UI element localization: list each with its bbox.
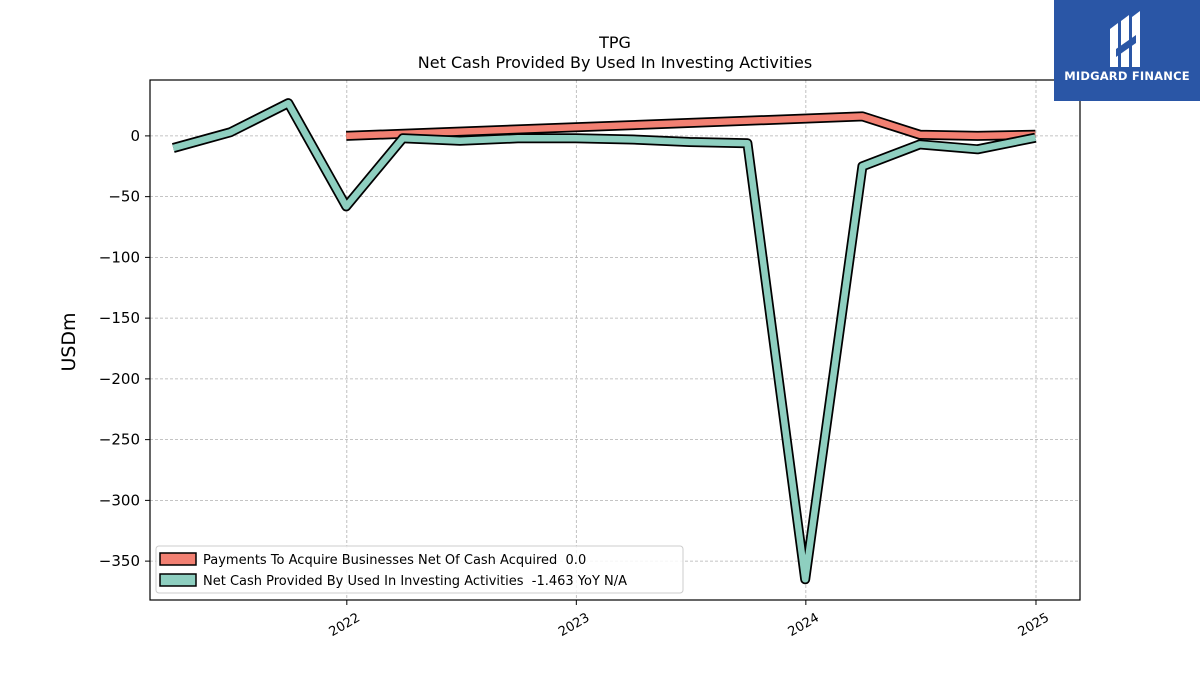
x-tick-label: 2022 (327, 610, 363, 640)
x-tick-label: 2024 (786, 610, 822, 640)
brand-logo: MIDGARD FINANCE (1054, 0, 1200, 101)
midgard-logo-icon (1110, 11, 1140, 67)
series-line-1 (172, 99, 1037, 583)
legend-swatch-net-cash (159, 573, 197, 587)
y-axis: 0 −50 −100 −150 −200 −250 −300 −350 (99, 127, 150, 570)
y-tick-label: −350 (99, 552, 140, 570)
legend-swatch-payments (159, 552, 197, 566)
legend-box (155, 545, 684, 594)
x-tick-label: 2023 (556, 610, 592, 640)
legend-label-net-cash: Net Cash Provided By Used In Investing A… (203, 574, 627, 589)
series-outline-1 (171, 98, 1037, 585)
y-axis-label: USDm (58, 312, 80, 371)
grid (150, 80, 1080, 600)
brand-name: MIDGARD FINANCE (1064, 69, 1190, 83)
chart-title: TPG (598, 33, 631, 52)
legend-label-payments: Payments To Acquire Businesses Net Of Ca… (203, 553, 586, 568)
y-tick-label: −150 (99, 309, 140, 327)
legend: Payments To Acquire Businesses Net Of Ca… (155, 545, 684, 594)
y-tick-label: −100 (99, 248, 140, 266)
plot-frame (149, 79, 1081, 601)
y-tick-label: −50 (108, 188, 140, 206)
x-tick-label: 2025 (1016, 610, 1052, 640)
series-layer (171, 98, 1037, 585)
chart-subtitle: Net Cash Provided By Used In Investing A… (418, 53, 812, 72)
y-tick-label: −250 (99, 431, 140, 449)
y-tick-label: 0 (130, 127, 140, 145)
series-line-0 (346, 113, 1036, 140)
y-tick-label: −200 (99, 370, 140, 388)
x-axis: 2022 2023 2024 2025 (327, 600, 1052, 640)
y-tick-label: −300 (99, 491, 140, 509)
